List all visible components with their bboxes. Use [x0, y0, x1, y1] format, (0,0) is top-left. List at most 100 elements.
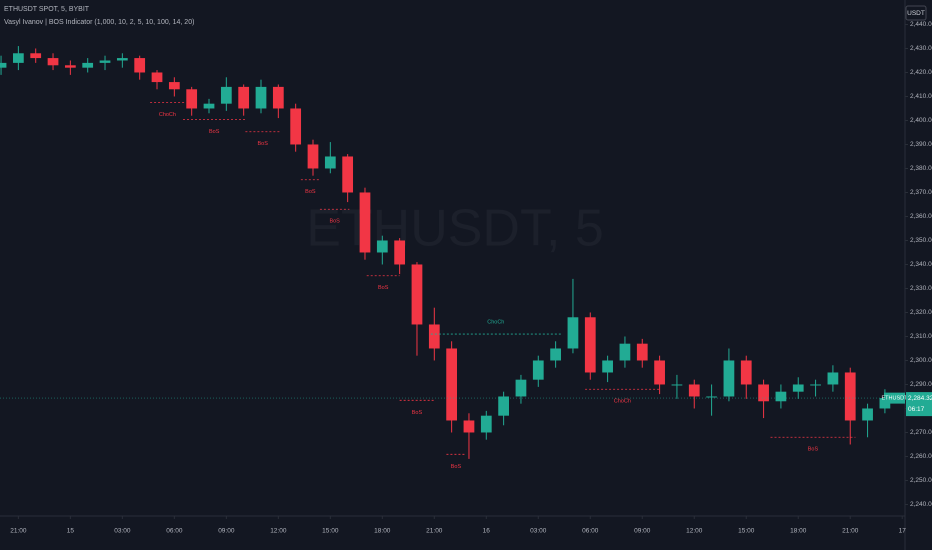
- x-tick-label: 21:00: [842, 528, 859, 535]
- candle-body: [446, 348, 458, 421]
- candle-body: [463, 420, 475, 433]
- candle-body: [220, 86, 232, 104]
- x-tick-label: 18:00: [790, 528, 807, 535]
- countdown-label: 06:17: [908, 406, 925, 413]
- structure-label: BoS: [209, 129, 220, 135]
- candle-body: [636, 343, 648, 361]
- candle-body: [272, 86, 284, 109]
- candle-body: [810, 384, 821, 386]
- candle-body: [324, 156, 336, 169]
- candle-body: [844, 372, 856, 421]
- candle-body: [827, 372, 839, 385]
- y-tick-label: 2,310.00: [910, 333, 932, 340]
- y-tick-label: 2,290.00: [910, 381, 932, 388]
- structure-label: ChoCh: [614, 399, 631, 405]
- x-tick-label: 15: [67, 528, 75, 535]
- candle-body: [0, 62, 7, 68]
- candle-body: [12, 53, 24, 63]
- candle-body: [688, 384, 700, 397]
- y-tick-label: 2,320.00: [910, 309, 932, 316]
- x-tick-label: 03:00: [114, 528, 131, 535]
- currency-box[interactable]: [905, 5, 927, 21]
- x-tick-label: 03:00: [530, 528, 547, 535]
- last-price-label: 2,284.32: [908, 395, 932, 402]
- candle-body: [480, 415, 492, 433]
- candle-body: [723, 360, 735, 397]
- y-tick-label: 2,340.00: [910, 261, 932, 268]
- y-tick-label: 2,250.00: [910, 477, 932, 484]
- x-tick-label: 06:00: [166, 528, 183, 535]
- y-tick-label: 2,430.00: [910, 45, 932, 52]
- y-tick-label: 2,270.00: [910, 429, 932, 436]
- structure-label: BoS: [258, 141, 269, 147]
- y-tick-label: 2,300.00: [910, 357, 932, 364]
- y-tick-label: 2,380.00: [910, 165, 932, 172]
- y-tick-label: 2,440.00: [910, 21, 932, 28]
- x-tick-label: 16: [483, 528, 491, 535]
- candle-body: [671, 384, 683, 386]
- candle-body: [619, 343, 631, 361]
- indicator-label: Vasyl Ivanov | BOS Indicator (1,000, 10,…: [4, 19, 194, 26]
- candle-body: [151, 72, 163, 83]
- structure-label: BoS: [808, 447, 819, 453]
- y-tick-label: 2,260.00: [910, 453, 932, 460]
- y-tick-label: 2,360.00: [910, 213, 932, 220]
- candle-body: [47, 58, 59, 66]
- currency-label[interactable]: USDT: [907, 10, 925, 17]
- candle-body: [376, 240, 388, 253]
- candle-body: [238, 86, 250, 109]
- candle-body: [584, 317, 596, 373]
- y-tick-label: 2,370.00: [910, 189, 932, 196]
- candle-body: [775, 391, 787, 402]
- candle-body: [394, 240, 406, 265]
- candle-body: [550, 348, 561, 361]
- y-tick-label: 2,410.00: [910, 93, 932, 100]
- candle-body: [116, 58, 128, 61]
- candle-body: [515, 379, 527, 397]
- candle-body: [99, 60, 111, 63]
- x-tick-label: 06:00: [582, 528, 599, 535]
- structure-label: BoS: [329, 219, 340, 225]
- candle-body: [255, 86, 267, 109]
- price-badge: [906, 392, 932, 417]
- y-tick-label: 2,390.00: [910, 141, 932, 148]
- candle-body: [792, 384, 804, 392]
- candle-body: [532, 360, 544, 380]
- candle-body: [758, 384, 769, 402]
- candle-body: [411, 264, 423, 325]
- x-tick-label: 12:00: [686, 528, 703, 535]
- x-tick-label: 12:00: [270, 528, 287, 535]
- structure-label: BoS: [451, 464, 462, 470]
- structure-label: ChoCh: [159, 112, 176, 118]
- candle-body: [654, 360, 665, 385]
- candle-body: [862, 408, 873, 421]
- structure-label: BoS: [412, 410, 423, 416]
- x-tick-label: 09:00: [218, 528, 235, 535]
- candle-body: [203, 103, 215, 109]
- x-tick-label: 18:00: [374, 528, 391, 535]
- x-tick-label: 15:00: [738, 528, 755, 535]
- watermark: ETHUSDT, 5: [306, 200, 604, 258]
- candle-body: [706, 396, 717, 398]
- candle-body: [186, 89, 198, 109]
- y-tick-label: 2,400.00: [910, 117, 932, 124]
- candle-body: [602, 360, 613, 373]
- y-tick-label: 2,350.00: [910, 237, 932, 244]
- candle-body: [307, 144, 319, 169]
- candle-body: [740, 360, 752, 385]
- x-tick-label: 17: [899, 528, 907, 535]
- structure-label: ChoCh: [487, 320, 504, 326]
- candle-body: [428, 324, 440, 349]
- y-tick-label: 2,330.00: [910, 285, 932, 292]
- symbol-badge: [884, 392, 905, 404]
- candle-body: [30, 53, 42, 59]
- x-tick-label: 09:00: [634, 528, 651, 535]
- chart-title: ETHUSDT SPOT, 5, BYBIT: [4, 6, 90, 13]
- x-tick-label: 15:00: [322, 528, 339, 535]
- x-tick-label: 21:00: [10, 528, 27, 535]
- candle-body: [342, 156, 354, 193]
- candle-body: [64, 65, 76, 68]
- symbol-label: ETHUSDT: [882, 396, 909, 402]
